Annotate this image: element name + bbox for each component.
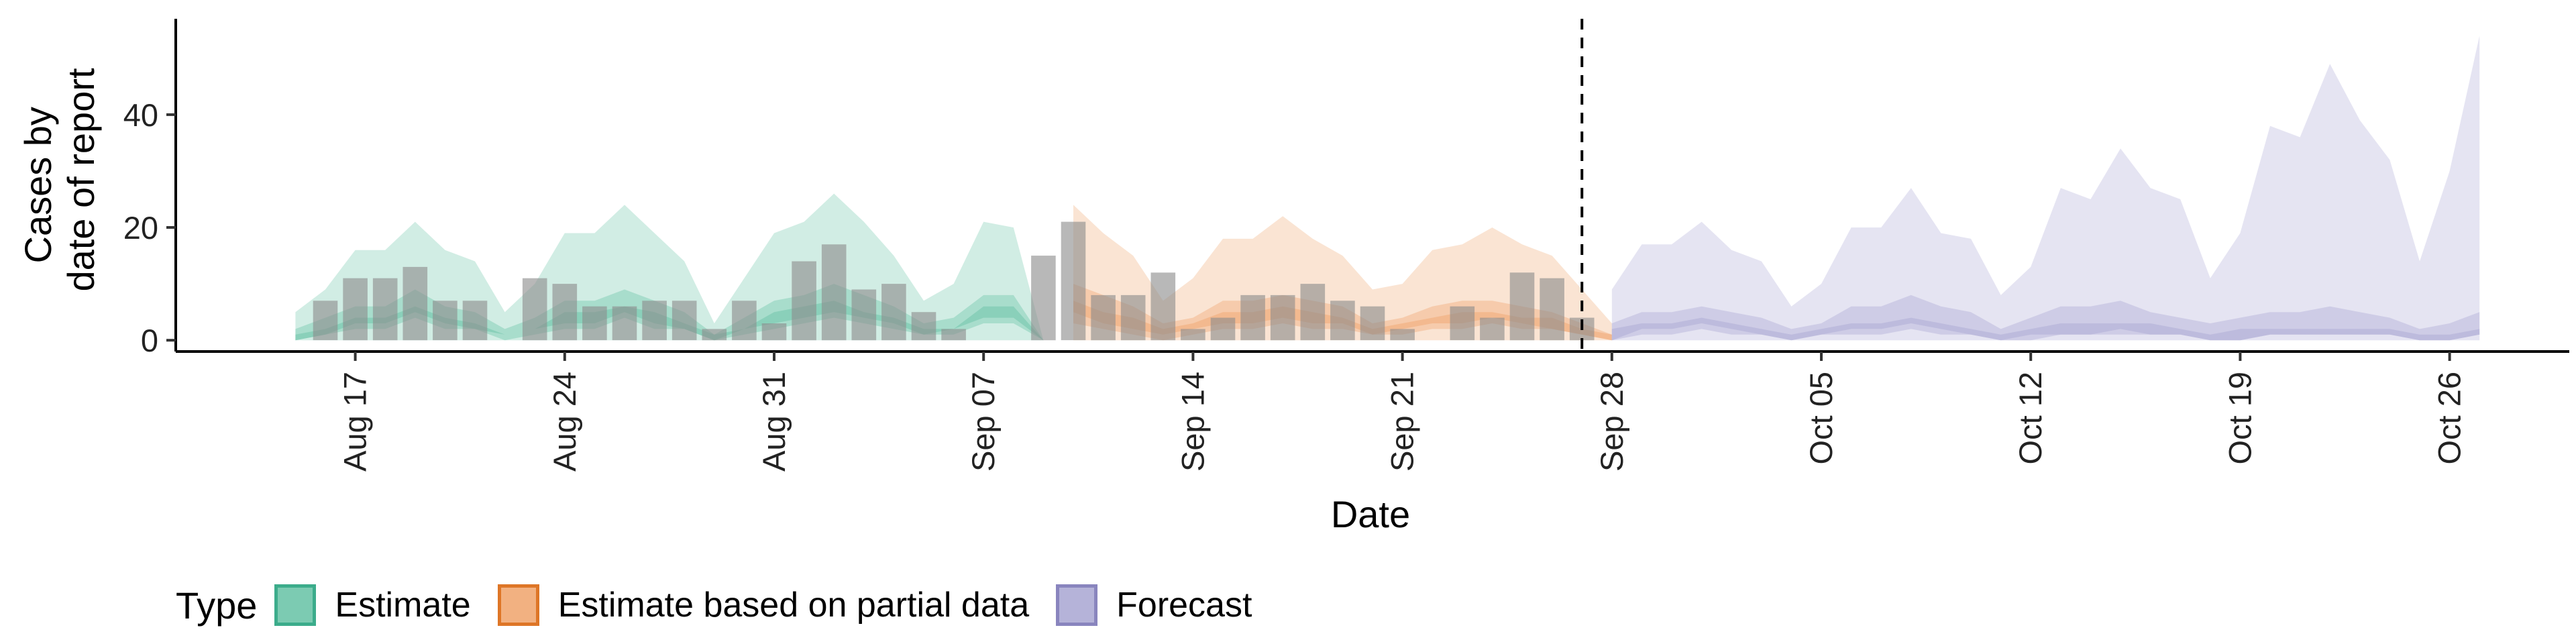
- case-bar: [642, 301, 667, 341]
- legend-label-estimate-partial: Estimate based on partial data: [557, 586, 1030, 625]
- case-bar: [372, 278, 398, 341]
- x-tick-label: Aug 24: [547, 372, 582, 472]
- x-tick-label: Oct 12: [2012, 372, 2048, 464]
- forecast-ribbon-20: [1611, 317, 2480, 341]
- x-ticks: Aug 17 Aug 24 Aug 31 Sep 07 Sep 14 Sep 21 Sep …: [337, 352, 2467, 472]
- case-bar: [313, 301, 338, 341]
- case-bar: [1390, 329, 1415, 341]
- legend-key-estimate: [274, 584, 317, 626]
- case-bar: [851, 289, 877, 341]
- legend-label-estimate: Estimate: [335, 586, 471, 625]
- x-tick-label: Oct 05: [1803, 372, 1839, 464]
- x-tick-label: Sep 07: [965, 372, 1001, 472]
- y-axis-title-line-1: Cases by: [17, 107, 59, 263]
- x-tick-label: Sep 28: [1594, 372, 1629, 472]
- legend: Type Estimate Estimate based on partial …: [176, 574, 1279, 636]
- axes: [174, 19, 2569, 353]
- y-tick-label: 0: [141, 323, 158, 358]
- ribbon-layer: [295, 36, 2480, 341]
- case-bar: [462, 301, 488, 341]
- case-bar: [1540, 278, 1564, 341]
- case-bar: [1509, 272, 1535, 341]
- case-bar: [1210, 317, 1236, 341]
- x-tick-label: Aug 31: [756, 372, 792, 472]
- forecast-ribbon-90: [1611, 36, 2480, 341]
- case-bar: [522, 278, 547, 341]
- case-bar: [552, 284, 578, 341]
- cases-chart: 0 20 40 Aug 17 Aug 24 Aug 31 Sep 07 Sep 14 Sep …: [17, 19, 2569, 535]
- case-bar: [1360, 306, 1385, 341]
- case-bar: [911, 312, 936, 341]
- case-bar: [1480, 317, 1505, 341]
- case-bar: [582, 306, 607, 341]
- estimate-based-on-partial-data-ribbon-90: [1073, 205, 1612, 341]
- y-tick-label: 40: [123, 97, 158, 133]
- case-bar: [1091, 294, 1116, 341]
- case-bar: [732, 301, 757, 341]
- legend-key-forecast: [1056, 584, 1098, 626]
- legend-title: Type: [176, 584, 258, 627]
- case-bar: [402, 266, 428, 341]
- case-bar: [1061, 221, 1086, 341]
- legend-key-estimate-partial: [497, 584, 539, 626]
- legend-item-estimate-partial: Estimate based on partial data: [497, 584, 1030, 626]
- x-tick-label: Oct 19: [2222, 372, 2257, 464]
- case-bar: [433, 301, 458, 341]
- x-tick-label: Sep 14: [1175, 372, 1210, 472]
- case-bar: [1031, 256, 1056, 341]
- case-bar: [941, 329, 966, 341]
- case-bar: [1270, 294, 1295, 341]
- legend-label-forecast: Forecast: [1116, 586, 1252, 625]
- case-bar: [672, 301, 697, 341]
- case-bar: [761, 323, 787, 341]
- case-bar: [612, 306, 637, 341]
- x-tick-label: Sep 21: [1385, 372, 1420, 472]
- y-tick-label: 20: [123, 210, 158, 246]
- case-bar: [792, 261, 816, 341]
- x-tick-label: Aug 17: [337, 372, 373, 472]
- case-bar: [1181, 329, 1205, 341]
- x-tick-label: Oct 26: [2432, 372, 2467, 464]
- case-bar: [1240, 294, 1265, 341]
- y-ticks: 0 20 40: [123, 97, 176, 358]
- y-axis-title: Cases by date of report: [17, 68, 102, 292]
- case-bar: [1450, 306, 1475, 341]
- legend-item-forecast: Forecast: [1056, 584, 1252, 626]
- legend-item-estimate: Estimate: [274, 584, 471, 626]
- y-axis-title-line-2: date of report: [60, 68, 102, 292]
- case-bar: [702, 329, 727, 341]
- case-bar: [1300, 284, 1326, 341]
- forecast-ribbon-50: [1611, 294, 2480, 341]
- case-bar: [343, 278, 368, 341]
- case-bar: [1150, 272, 1176, 341]
- case-bar: [881, 284, 906, 341]
- case-bar: [1330, 301, 1355, 341]
- bars-layer: [313, 221, 1595, 341]
- x-axis-title: Date: [1331, 493, 1410, 535]
- case-bar: [821, 244, 847, 341]
- case-bar: [1120, 294, 1146, 341]
